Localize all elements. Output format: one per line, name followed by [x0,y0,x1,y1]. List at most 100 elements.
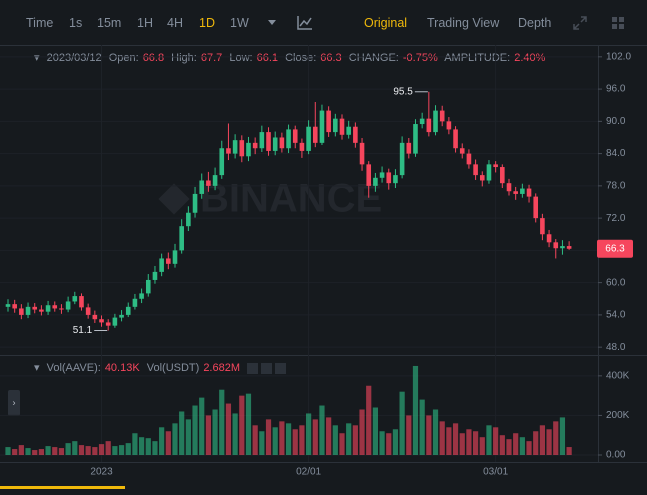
volume-bar [179,411,185,455]
volume-bar [412,365,419,455]
candle-body [560,246,565,249]
volume-bar [159,427,165,455]
layout-icon[interactable] [611,16,625,33]
candle-body [299,142,305,151]
candle-body [52,305,58,309]
interval-button[interactable]: 4H [167,16,183,30]
volume-bar [272,427,278,455]
last-price-tag [597,239,633,258]
scrollbar[interactable] [0,486,125,489]
watermark-text: BINANCE [200,177,382,221]
candle-body [312,126,318,143]
volume-bar [185,419,191,455]
volume-bar [386,433,392,455]
candle-body [5,304,11,307]
volume-bar [38,449,44,455]
value: 40.13K [104,362,140,374]
candle-body [259,132,265,149]
candle-body [32,306,38,310]
close-icon[interactable] [275,362,287,374]
volume-bar [98,444,105,455]
date: 2023/03/12 [46,52,102,64]
volume-bar [165,431,171,455]
volume-bar [265,419,272,455]
interval-button[interactable]: 15m [97,16,122,30]
volume-bar [446,427,452,455]
indicator-icon[interactable] [297,16,313,33]
candle-body [206,180,211,186]
interval-button[interactable]: 1D [199,16,215,30]
volume-bar [85,446,91,455]
volume-bar [199,397,205,455]
candle-body [99,319,104,323]
interval-button[interactable]: Time [26,16,54,30]
candle-body [353,126,358,143]
volume-bar [399,391,405,455]
volume-bar [5,447,11,455]
candle-body [112,317,118,326]
candle-body [540,218,545,235]
volume-bar [366,385,372,455]
volume-bar [259,431,265,455]
volume-tick-label: 0.00 [606,450,626,461]
volume-bar [252,425,258,455]
y-tick-label: 90.0 [606,116,626,127]
volume-bar [392,429,399,455]
candle-body [500,167,505,184]
candle-body [386,172,392,184]
volume-bar [506,439,512,455]
volume-bar [479,437,485,455]
volume-tick-label: 200K [606,410,630,421]
settings-icon[interactable] [247,362,259,374]
candle-body [172,250,178,264]
candle-body [152,271,158,280]
candle-body [526,188,532,197]
volume-bar [439,421,445,455]
candle-body [125,306,131,315]
label: Vol(USDT) [146,362,200,374]
candle-body [292,129,298,143]
volume-bar [346,423,352,455]
side-toggle-icon[interactable]: › [13,397,16,407]
label: AMPLITUDE: [444,52,511,64]
volume-tick-label: 400K [606,370,630,381]
volume-bar [452,423,459,455]
more-intervals[interactable] [267,16,277,30]
label: Open: [108,52,139,64]
candle-body [119,314,124,318]
label: CHANGE: [348,52,399,64]
interval-button[interactable]: 1H [137,16,153,30]
collapse-arrow[interactable]: ▾ [34,362,40,374]
view-button[interactable]: Depth [518,16,552,30]
candle-body [239,140,245,157]
view-button[interactable]: Original [364,16,408,30]
volume-bar [533,431,539,455]
candle-body [306,126,311,151]
y-tick-label: 48.0 [606,342,626,353]
view-button[interactable]: Trading View [427,16,500,30]
candle-body [473,164,478,176]
candle-body [379,172,385,178]
collapse-arrow[interactable]: ▾ [34,52,40,64]
candle-body [159,258,164,272]
volume-bar [172,423,178,455]
volume-bar [426,415,432,455]
volume-bar [553,421,559,455]
hide-icon[interactable] [261,362,273,374]
candle-body [45,305,51,312]
extreme-label: 95.5 [393,86,413,97]
volume-bar [419,399,425,455]
candle-body [246,142,251,157]
interval-button[interactable]: 1W [230,16,249,30]
interval-button[interactable]: 1s [69,16,83,30]
volume-bar [546,429,552,455]
volume-bar [132,433,138,455]
volume-bar [145,438,151,455]
candle-body [466,153,472,165]
volume-bar [219,389,225,455]
side-toggle[interactable] [8,390,20,416]
volume-bar [212,409,218,455]
volume-bar [78,445,85,455]
fullscreen-icon[interactable] [573,16,587,33]
